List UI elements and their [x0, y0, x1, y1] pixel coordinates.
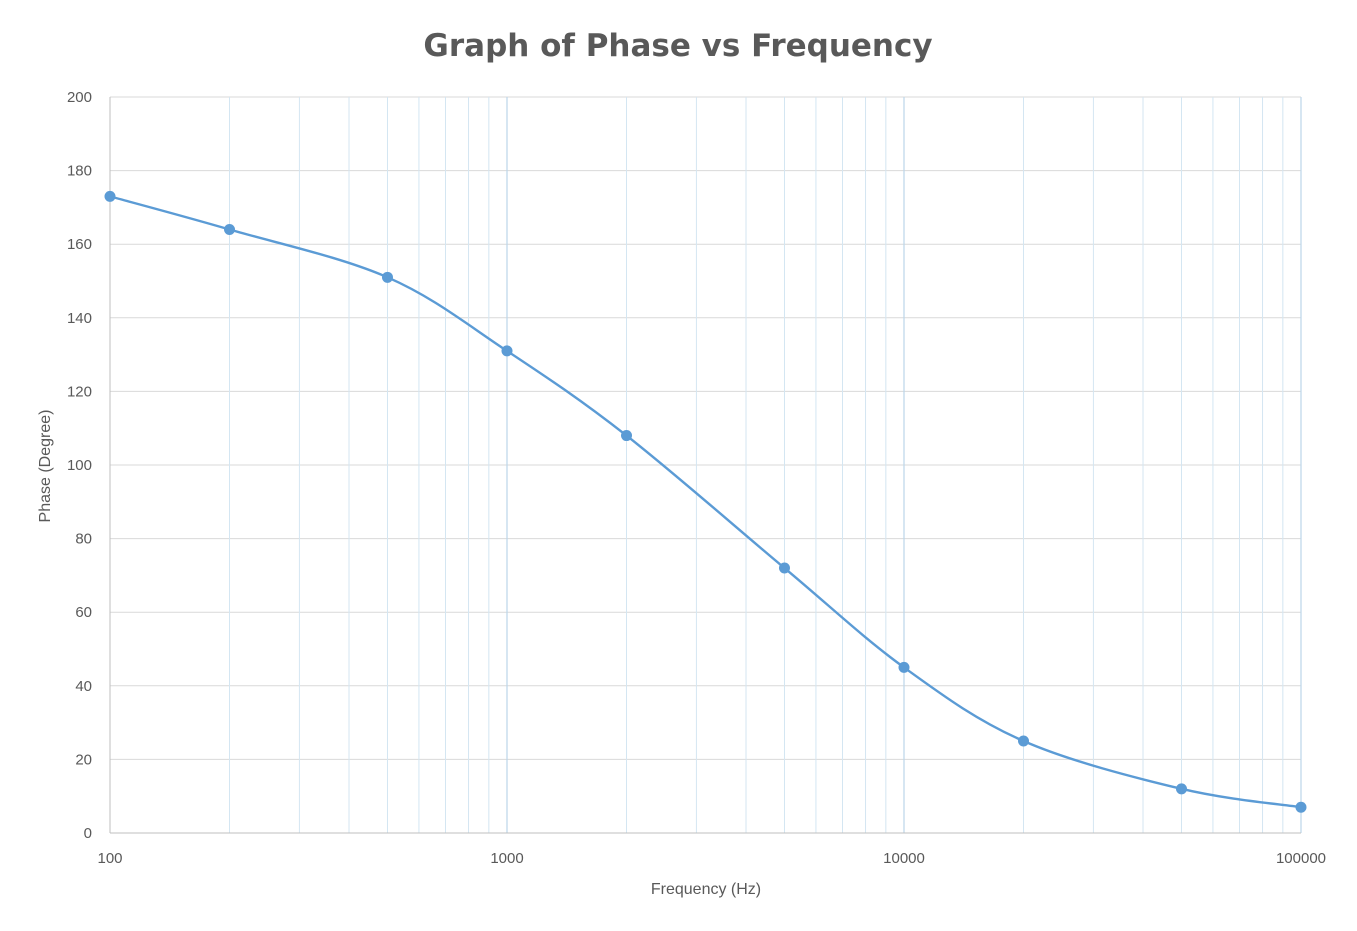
axis-layer: 0 20 40 60 80 100 120 140 160 180 200 100 1000 10000 1…: [67, 89, 1326, 867]
y-tick-label: 0: [84, 825, 92, 842]
y-tick-label: 100: [67, 457, 92, 474]
data-point-0: [104, 190, 116, 202]
y-tick-label: 160: [67, 236, 92, 253]
chart-title: Graph of Phase vs Frequency: [423, 28, 932, 64]
y-axis-label: Phase (Degree): [37, 410, 54, 523]
x-tick-label: 10000: [883, 850, 925, 867]
data-point-5: [778, 562, 790, 574]
data-point-6: [898, 661, 910, 673]
data-point-8: [1175, 783, 1187, 795]
series-layer: [104, 190, 1307, 813]
y-tick-label: 180: [67, 163, 92, 180]
data-point-9: [1295, 801, 1307, 813]
y-tick-label: 80: [75, 531, 92, 548]
grid-layer: [110, 96, 1302, 833]
y-tick-label: 20: [75, 751, 92, 768]
data-point-2: [381, 271, 393, 283]
data-point-4: [621, 430, 633, 442]
data-point-7: [1018, 735, 1030, 747]
series-line-0: [109, 195, 1302, 809]
x-tick-label: 100000: [1276, 850, 1326, 867]
y-tick-label: 140: [67, 310, 92, 327]
x-tick-label: 1000: [490, 850, 523, 867]
y-tick-label: 120: [67, 383, 92, 400]
y-tick-label: 40: [75, 678, 92, 695]
y-tick-label: 200: [67, 89, 92, 106]
x-axis-label: Frequency (Hz): [651, 881, 761, 898]
data-point-3: [501, 345, 513, 357]
data-point-1: [224, 223, 236, 235]
x-tick-label: 100: [97, 850, 122, 867]
y-tick-label: 60: [75, 604, 92, 621]
